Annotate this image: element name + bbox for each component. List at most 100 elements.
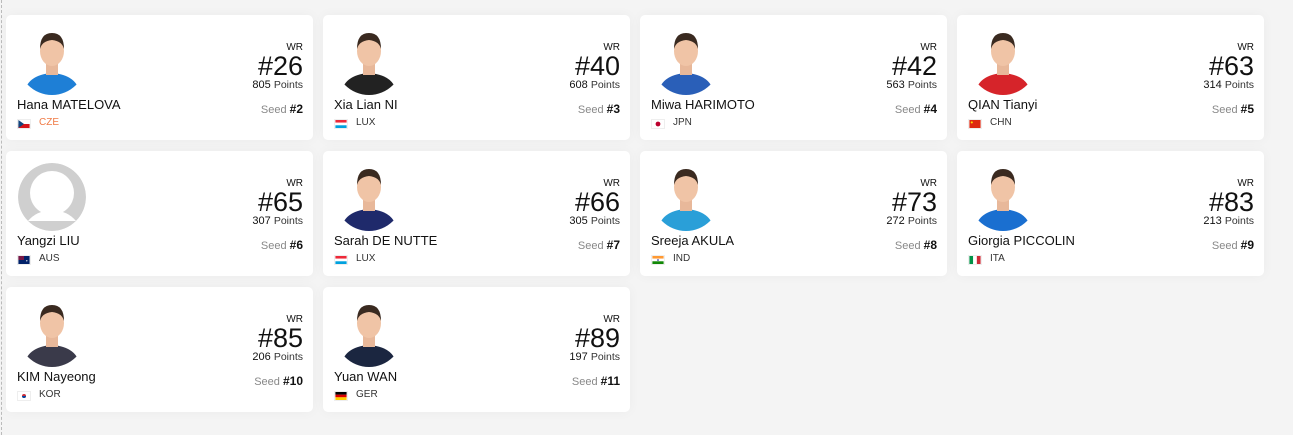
points-label: Points — [273, 79, 303, 91]
seed-value: #7 — [606, 238, 620, 252]
player-name[interactable]: Xia Lian NI — [334, 97, 398, 112]
flag-icon — [651, 255, 665, 265]
points-value: 272 — [886, 215, 905, 227]
player-card[interactable]: QIAN Tianyi CHN WR #63 314 Points Seed #… — [957, 15, 1264, 140]
points: 206 Points — [252, 351, 303, 363]
seed-value: #3 — [606, 102, 620, 116]
player-avatar — [652, 27, 720, 95]
points-value: 608 — [569, 79, 588, 91]
player-name[interactable]: Yangzi LIU — [17, 233, 80, 248]
seed-label: Seed — [260, 240, 287, 252]
player-card[interactable]: Sreeja AKULA IND WR #73 272 Points Seed … — [640, 151, 947, 276]
points-value: 197 — [569, 351, 588, 363]
player-name[interactable]: Sarah DE NUTTE — [334, 233, 438, 248]
points-label: Points — [590, 215, 620, 227]
seed: Seed #8 — [895, 238, 937, 252]
wr-label: WR — [920, 42, 937, 53]
seed-label: Seed — [1211, 240, 1238, 252]
flag-icon — [17, 391, 31, 401]
points-label: Points — [590, 79, 620, 91]
points: 197 Points — [569, 351, 620, 363]
world-rank: #83 — [1208, 187, 1254, 217]
points-label: Points — [273, 351, 303, 363]
world-rank: #66 — [574, 187, 620, 217]
points-label: Points — [273, 215, 303, 227]
seed: Seed #4 — [895, 102, 937, 116]
player-name[interactable]: Hana MATELOVA — [17, 97, 121, 112]
points: 305 Points — [569, 215, 620, 227]
seed-label: Seed — [894, 104, 921, 116]
wr-label: WR — [603, 42, 620, 53]
wr-label: WR — [286, 42, 303, 53]
country-code: GER — [356, 389, 378, 400]
country-code: KOR — [39, 389, 61, 400]
player-name[interactable]: Giorgia PICCOLIN — [968, 233, 1075, 248]
world-rank: #40 — [574, 51, 620, 81]
seed-value: #11 — [600, 374, 620, 388]
wr-label: WR — [603, 178, 620, 189]
seed-value: #10 — [282, 374, 303, 388]
points-label: Points — [1224, 215, 1254, 227]
flag-icon — [651, 119, 665, 129]
flag-icon — [968, 119, 982, 129]
player-card[interactable]: KIM Nayeong KOR WR #85 206 Points Seed #… — [6, 287, 313, 412]
world-rank: #63 — [1208, 51, 1254, 81]
country-code: LUX — [356, 117, 376, 128]
world-rank: #73 — [891, 187, 937, 217]
player-card[interactable]: Yangzi LIU AUS WR #65 307 Points Seed #6 — [6, 151, 313, 276]
player-card[interactable]: Giorgia PICCOLIN ITA WR #83 213 Points S… — [957, 151, 1264, 276]
player-name[interactable]: KIM Nayeong — [17, 369, 96, 384]
points: 307 Points — [252, 215, 303, 227]
flag-icon — [334, 391, 348, 401]
points: 272 Points — [886, 215, 937, 227]
points: 314 Points — [1203, 79, 1254, 91]
player-name[interactable]: Miwa HARIMOTO — [651, 97, 755, 112]
points-value: 563 — [886, 79, 905, 91]
player-avatar — [18, 299, 86, 367]
player-avatar — [969, 163, 1037, 231]
seed: Seed #11 — [572, 374, 620, 388]
seed-value: #6 — [289, 238, 303, 252]
country-code: CZE — [39, 117, 59, 128]
player-name[interactable]: Sreeja AKULA — [651, 233, 735, 248]
seed-value: #8 — [923, 238, 937, 252]
points: 213 Points — [1203, 215, 1254, 227]
player-card[interactable]: Sarah DE NUTTE LUX WR #66 305 Points See… — [323, 151, 630, 276]
player-card[interactable]: Xia Lian NI LUX WR #40 608 Points Seed #… — [323, 15, 630, 140]
points-value: 307 — [252, 215, 271, 227]
flag-icon — [334, 255, 348, 265]
player-name[interactable]: Yuan WAN — [334, 369, 398, 384]
points-value: 213 — [1203, 215, 1222, 227]
player-avatar — [652, 163, 720, 231]
world-rank: #65 — [257, 187, 303, 217]
wr-label: WR — [286, 314, 303, 325]
flag-icon — [17, 255, 31, 265]
country-code: LUX — [356, 253, 376, 264]
seed-label: Seed — [577, 104, 604, 116]
wr-label: WR — [286, 178, 303, 189]
wr-label: WR — [1237, 178, 1254, 189]
points-label: Points — [590, 351, 620, 363]
points: 563 Points — [886, 79, 937, 91]
seed-label: Seed — [894, 240, 921, 252]
player-name[interactable]: QIAN Tianyi — [968, 97, 1038, 112]
flag-icon — [17, 119, 31, 129]
wr-label: WR — [1237, 42, 1254, 53]
seed: Seed #6 — [261, 238, 303, 252]
country-code: JPN — [673, 117, 692, 128]
flag-icon — [334, 119, 348, 129]
player-avatar — [335, 27, 403, 95]
country-code: ITA — [990, 253, 1005, 264]
seed: Seed #7 — [578, 238, 620, 252]
world-rank: #85 — [257, 323, 303, 353]
points-value: 305 — [569, 215, 588, 227]
player-grid: Hana MATELOVA CZE WR #26 805 Points Seed… — [6, 15, 1264, 412]
seed-value: #4 — [923, 102, 937, 116]
seed-label: Seed — [577, 240, 604, 252]
points: 608 Points — [569, 79, 620, 91]
player-card[interactable]: Hana MATELOVA CZE WR #26 805 Points Seed… — [6, 15, 313, 140]
player-card[interactable]: Yuan WAN GER WR #89 197 Points Seed #11 — [323, 287, 630, 412]
player-card[interactable]: Miwa HARIMOTO JPN WR #42 563 Points Seed… — [640, 15, 947, 140]
seed: Seed #2 — [261, 102, 303, 116]
points: 805 Points — [252, 79, 303, 91]
